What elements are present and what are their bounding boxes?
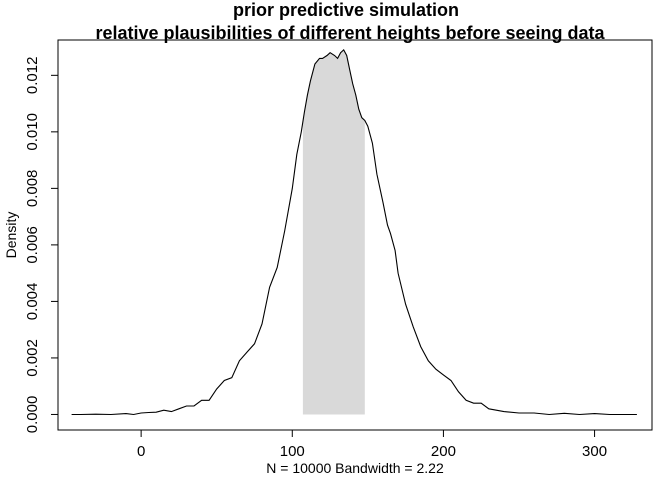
x-tick-label: 100	[280, 443, 305, 460]
chart-subtitle: relative plausibilities of different hei…	[95, 23, 605, 43]
shaded-interval-area	[302, 49, 365, 415]
y-axis: 0.000 0.002 0.004 0.006 0.008 0.010 0.012	[24, 57, 59, 434]
x-tick-label: 0	[137, 443, 145, 460]
y-tick-label: 0.008	[24, 170, 41, 208]
x-axis: 0 100 200 300	[137, 429, 607, 460]
chart-title: prior predictive simulation	[233, 0, 459, 20]
y-tick-label: 0.002	[24, 339, 41, 377]
y-tick-label: 0.010	[24, 113, 41, 151]
x-tick-label: 300	[582, 443, 607, 460]
y-tick-label: 0.012	[24, 57, 41, 95]
x-axis-label: N = 10000 Bandwidth = 2.22	[266, 460, 444, 476]
y-tick-label: 0.004	[24, 283, 41, 321]
y-axis-label: Density	[3, 212, 19, 259]
y-tick-label: 0.000	[24, 396, 41, 434]
plot-area	[71, 49, 637, 416]
density-line	[71, 49, 637, 416]
x-tick-label: 200	[431, 443, 456, 460]
y-tick-label: 0.006	[24, 226, 41, 264]
